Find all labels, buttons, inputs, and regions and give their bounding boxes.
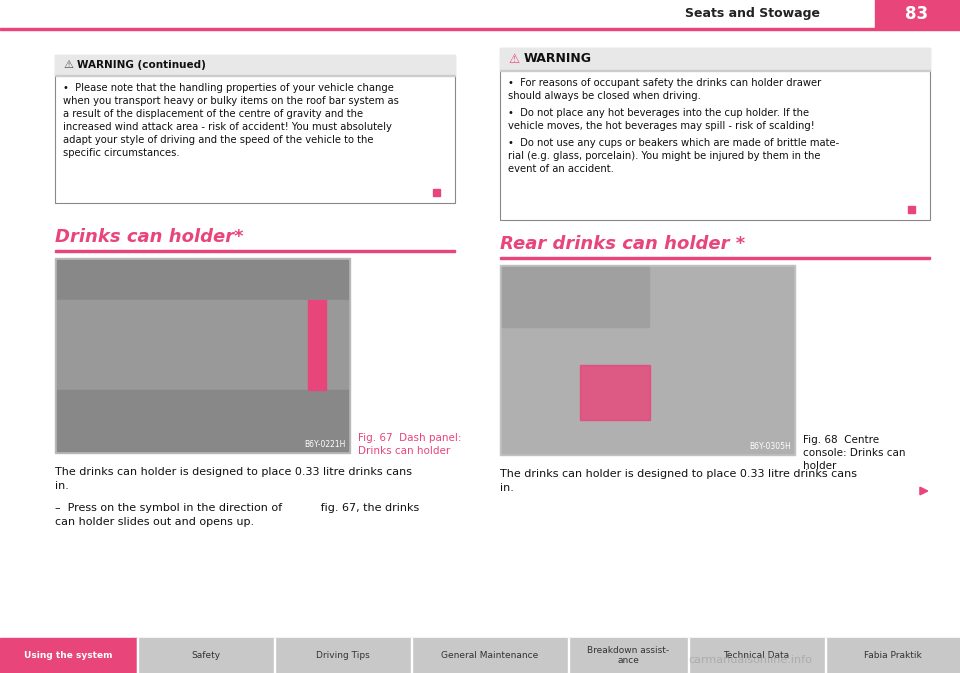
Bar — [688, 638, 689, 673]
Text: carmanualsonline.info: carmanualsonline.info — [688, 655, 812, 665]
Text: Driving Tips: Driving Tips — [316, 651, 370, 660]
Text: B6Y-0305H: B6Y-0305H — [749, 442, 791, 451]
Bar — [825, 638, 826, 673]
Text: General Maintenance: General Maintenance — [441, 651, 539, 660]
Bar — [274, 638, 411, 673]
Bar — [57, 300, 348, 390]
Bar — [137, 638, 138, 673]
Bar — [137, 638, 274, 673]
Bar — [55, 258, 350, 453]
Text: WARNING (continued): WARNING (continued) — [77, 60, 205, 70]
Text: –  Press on the symbol in the direction of           fig. 67, the drinks
can hol: – Press on the symbol in the direction o… — [55, 503, 420, 526]
Text: Using the system: Using the system — [24, 651, 112, 660]
Text: Seats and Stowage: Seats and Stowage — [685, 7, 820, 20]
Bar — [55, 55, 455, 203]
Text: •  Please note that the handling properties of your vehicle change
when you tran: • Please note that the handling properti… — [63, 83, 398, 158]
Text: Fabia Praktik: Fabia Praktik — [864, 651, 922, 660]
Bar — [274, 638, 275, 673]
Bar — [433, 189, 440, 196]
Bar — [55, 75, 455, 76]
Bar — [580, 365, 650, 420]
Bar — [500, 265, 795, 455]
Bar — [908, 206, 915, 213]
Bar — [0, 28, 960, 30]
Text: WARNING: WARNING — [524, 52, 592, 65]
Bar — [568, 638, 569, 673]
Bar — [825, 638, 960, 673]
Bar — [875, 0, 960, 28]
Text: Breakdown assist-
ance: Breakdown assist- ance — [587, 645, 669, 666]
Bar — [500, 257, 930, 258]
Text: Safety: Safety — [191, 651, 220, 660]
Bar — [688, 638, 825, 673]
Text: •  Do not place any hot beverages into the cup holder. If the
vehicle moves, the: • Do not place any hot beverages into th… — [508, 108, 815, 131]
Text: •  For reasons of occupant safety the drinks can holder drawer
should always be : • For reasons of occupant safety the dri… — [508, 78, 821, 101]
Text: Fig. 68  Centre
console: Drinks can
holder: Fig. 68 Centre console: Drinks can holde… — [803, 435, 905, 471]
Text: ⚠: ⚠ — [63, 60, 73, 70]
Bar — [502, 267, 649, 327]
Bar — [500, 48, 930, 220]
Bar — [0, 0, 960, 28]
Bar — [0, 638, 137, 673]
Text: 83: 83 — [905, 5, 928, 23]
Text: Technical Data: Technical Data — [724, 651, 789, 660]
Bar — [411, 638, 568, 673]
Bar — [411, 638, 412, 673]
Text: B6Y-0221H: B6Y-0221H — [304, 440, 346, 449]
Text: The drinks can holder is designed to place 0.33 litre drinks cans
in.: The drinks can holder is designed to pla… — [55, 467, 412, 491]
Text: Drinks can holder*: Drinks can holder* — [55, 228, 244, 246]
Bar — [500, 48, 930, 70]
Bar — [500, 70, 930, 71]
Bar — [568, 638, 688, 673]
Text: Rear drinks can holder *: Rear drinks can holder * — [500, 235, 745, 253]
Bar — [57, 390, 348, 451]
Text: ⚠: ⚠ — [508, 52, 519, 65]
Text: The drinks can holder is designed to place 0.33 litre drinks cans
in.: The drinks can holder is designed to pla… — [500, 469, 857, 493]
Text: •  Do not use any cups or beakers which are made of brittle mate-
rial (e.g. gla: • Do not use any cups or beakers which a… — [508, 138, 839, 174]
Bar — [502, 267, 793, 453]
Bar — [55, 55, 455, 75]
Text: Fig. 67  Dash panel:
Drinks can holder: Fig. 67 Dash panel: Drinks can holder — [358, 433, 462, 456]
Bar — [308, 300, 326, 390]
Bar — [55, 250, 455, 252]
Bar — [57, 260, 348, 300]
